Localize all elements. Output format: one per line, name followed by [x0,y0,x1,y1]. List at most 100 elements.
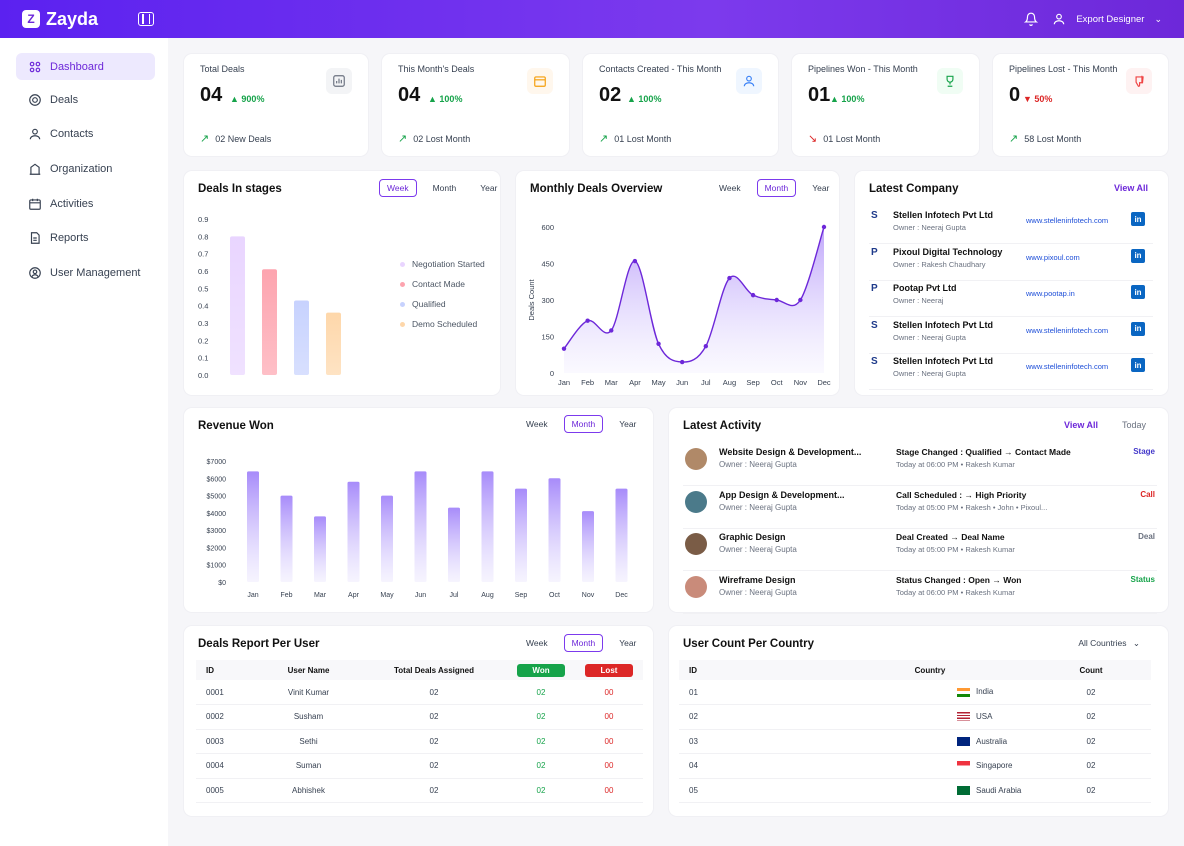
sidebar-item-organization[interactable]: Organization [16,155,155,182]
bar[interactable] [481,471,494,582]
company-logo: S [871,356,878,367]
col-header: User Name [256,660,361,680]
bar[interactable] [294,300,309,375]
bar[interactable] [515,488,527,582]
activity-item[interactable]: Graphic Design Owner : Neeraj Gupta Deal C… [683,529,1157,571]
list-item[interactable]: S Stellen Infotech Pvt Ltd Owner : Neeraj … [869,208,1153,244]
bar[interactable] [414,471,427,582]
linkedin-icon[interactable]: in [1131,358,1145,372]
data-point[interactable] [727,275,732,281]
activity-status: Stage Changed : Qualified → Contact Made [896,447,1071,457]
tab-week[interactable]: Week [379,179,417,197]
view-all-link[interactable]: View All [1064,420,1099,430]
bar[interactable] [247,471,259,582]
data-point[interactable] [679,359,685,365]
list-item[interactable]: S Stellen Infotech Pvt Ltd Owner : Neeraj … [869,354,1153,390]
tab-year[interactable]: Year [480,183,498,193]
y-tick-label: $5000 [207,494,227,501]
data-point[interactable] [798,297,803,303]
company-url[interactable]: www.stelleninfotech.com [1026,362,1109,371]
company-url[interactable]: www.stelleninfotech.com [1026,216,1109,225]
tab-month[interactable]: Month [432,183,457,193]
table-row[interactable]: 0002 Susham 02 02 00 [196,704,643,730]
today-filter[interactable]: Today [1121,420,1146,430]
stat-title: This Month's Deals [398,64,475,74]
tab-year[interactable]: Year [619,638,637,648]
list-item[interactable]: S Stellen Infotech Pvt Ltd Owner : Neeraj … [869,318,1153,354]
bar[interactable] [582,511,594,582]
list-item[interactable]: P Pixoul Digital Technology Owner : Rakesh… [869,245,1153,281]
activity-item[interactable]: Wireframe Design Owner : Neeraj Gupta Stat… [683,572,1157,614]
company-logo: P [871,246,878,258]
table-cell: 02 [679,704,829,730]
data-point[interactable] [656,341,661,346]
tab-week[interactable]: Week [526,638,548,648]
country-filter[interactable]: All Countries ⌄ [1078,638,1140,648]
user-menu[interactable]: Export Designer ⌄ [1052,12,1162,26]
sidebar-item-user-management[interactable]: User Management [16,259,155,286]
table-cell: 0001 [196,680,256,705]
app-logo[interactable]: Z Zayda [22,9,98,30]
data-point[interactable] [821,224,827,230]
company-url[interactable]: www.stelleninfotech.com [1026,325,1109,335]
stat-value: 04 [200,84,223,106]
linkedin-icon[interactable]: in [1131,248,1145,263]
table-row[interactable]: 03 Australia 02 [679,729,1151,754]
view-all-link[interactable]: View All [1113,183,1148,193]
tab-month[interactable]: Month [756,179,797,197]
linkedin-icon[interactable]: in [1131,321,1145,336]
stat-title: Total Deals [200,64,245,74]
linkedin-icon[interactable]: in [1131,285,1145,299]
sidebar-item-reports[interactable]: Reports [16,224,155,251]
activity-item[interactable]: Website Design & Development... Owner : N… [683,444,1157,486]
data-point[interactable] [609,328,614,333]
tab-year[interactable]: Year [812,183,830,193]
tab-year[interactable]: Year [619,419,637,429]
table-row[interactable]: 01 India 02 [679,680,1151,705]
tab-month[interactable]: Month [563,634,604,652]
data-point[interactable] [750,292,756,298]
sidebar-item-activities[interactable]: Activities [16,190,155,217]
bar[interactable] [230,236,245,375]
data-point[interactable] [561,346,567,351]
table-row[interactable]: 0004 Suman 02 02 00 [196,753,643,779]
stat-value: 04 [398,84,421,106]
bar[interactable] [347,481,360,582]
table-row[interactable]: 0005 Abhishek 02 02 00 [196,778,643,803]
table-row[interactable]: 0003 Sethi 02 02 00 [196,729,643,754]
tab-month[interactable]: Month [563,415,604,433]
x-tick-label: Nov [582,592,595,599]
user-icon [1054,13,1065,25]
bar[interactable] [448,507,460,582]
bar[interactable] [615,488,628,582]
flag-icon [957,712,970,722]
bell-icon[interactable] [1024,12,1039,26]
bar[interactable] [314,516,326,582]
sidebar-item-deals[interactable]: Deals [16,86,155,113]
tab-week[interactable]: Week [526,419,548,429]
sidebar-item-contacts[interactable]: Contacts [16,120,155,147]
table-row[interactable]: 0001 Vinit Kumar 02 02 00 [196,680,643,705]
bar[interactable] [262,269,277,375]
activity-item[interactable]: App Design & Development... Owner : Neera… [683,487,1157,529]
company-url[interactable]: www.pootap.in [1026,289,1075,298]
bar[interactable] [548,478,561,582]
bar[interactable] [326,312,341,375]
company-url[interactable]: www.pixoul.com [1026,252,1080,262]
bar[interactable] [280,495,293,582]
data-point[interactable] [632,258,638,264]
table-cell: 00 [575,680,643,705]
tab-week[interactable]: Week [719,183,741,193]
list-item[interactable]: P Pootap Pvt Ltd Owner : Neeraj www.pootap.… [869,281,1153,317]
table-cell: 0002 [196,704,256,730]
table-row[interactable]: 04 Singapore 02 [679,753,1151,779]
linkedin-icon[interactable]: in [1131,212,1145,226]
table-row[interactable]: 05 Saudi Arabia 02 [679,778,1151,803]
data-point[interactable] [703,344,709,349]
sidebar-toggle-icon[interactable] [138,12,155,26]
table-row[interactable]: 02 USA 02 [679,704,1151,730]
data-point[interactable] [585,318,590,323]
data-point[interactable] [774,297,779,303]
sidebar-item-dashboard[interactable]: Dashboard [16,53,155,80]
bar[interactable] [381,495,393,582]
